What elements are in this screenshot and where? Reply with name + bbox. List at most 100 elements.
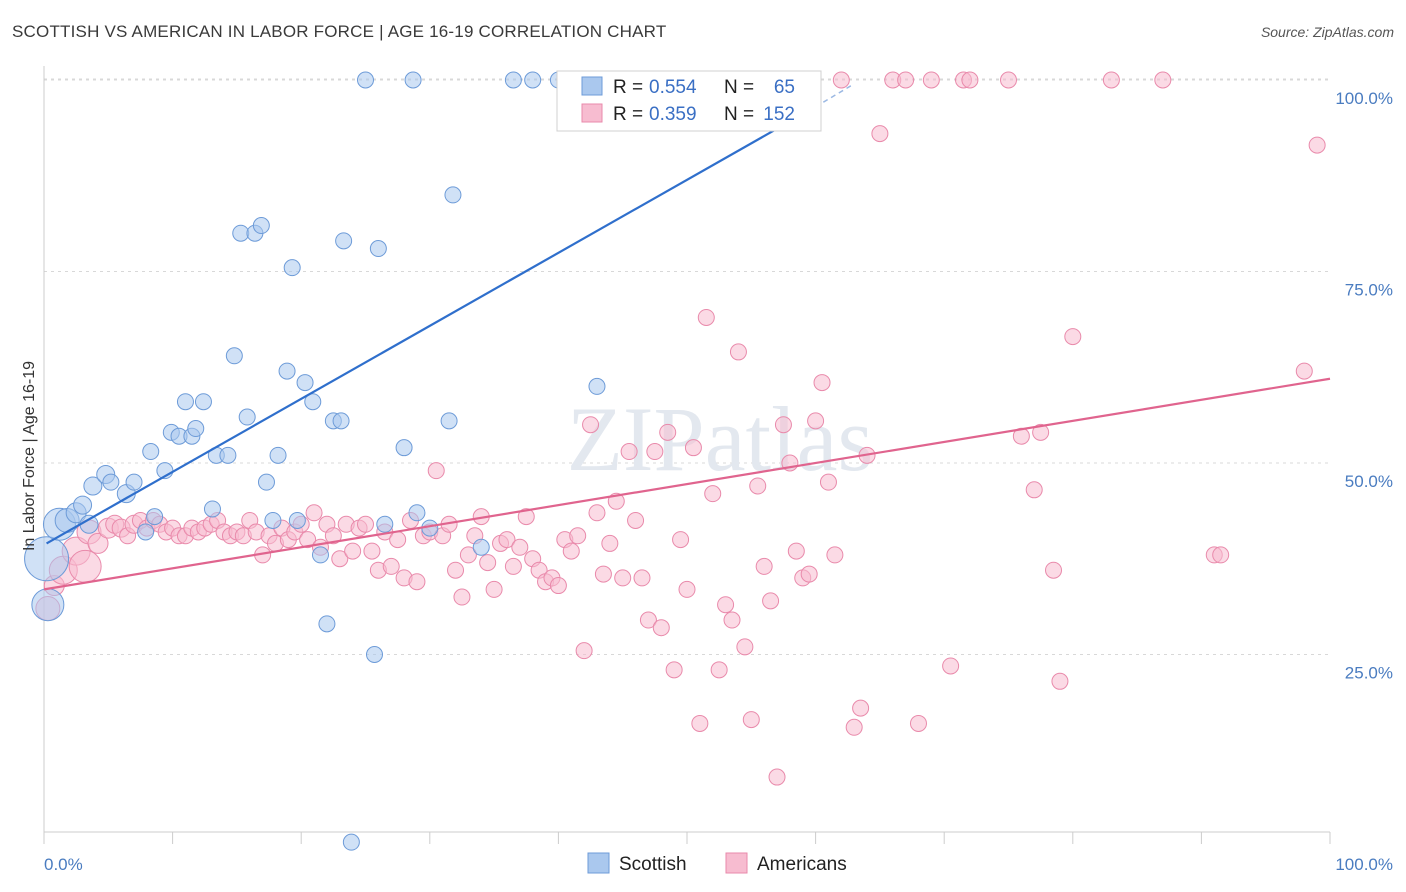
scottish-point-30 [257,473,275,491]
american-point-91 [639,611,657,629]
american-point-94 [659,423,677,441]
american-point-72 [517,508,535,526]
bottom-legend-label-americans: Americans [757,854,847,875]
grid-lines [44,78,1330,655]
american-point-144 [1295,362,1313,380]
american-point-83 [588,504,606,522]
american-point-110 [762,592,780,610]
trend-line-scottish-extension [815,83,855,108]
american-point-145 [1308,136,1326,154]
scottish-point-42 [335,232,353,250]
scottish-point-14 [146,508,164,526]
american-point-112 [774,416,792,434]
scottish-point-31 [264,511,282,529]
american-point-114 [787,542,805,560]
scottish-point-39 [318,615,336,633]
american-point-88 [620,443,638,461]
american-point-125 [871,125,889,143]
bottom-legend-swatch-americans [725,852,748,874]
trend-line-americans [43,377,1331,591]
scottish-point-55 [504,71,522,89]
american-point-128 [909,714,927,732]
american-point-138 [1051,672,1069,690]
american-point-45 [344,542,362,560]
scottish-point-11 [125,473,143,491]
legend-r-label-americans: R = [613,104,643,125]
american-point-121 [832,71,850,89]
trend-line-scottish [46,105,817,545]
american-point-79 [562,542,580,560]
scottish-point-25 [225,347,243,365]
scottish-point-13 [142,443,160,461]
legend-n-label-americans: N = [724,104,754,125]
american-point-66 [479,554,497,572]
scottish-point-0 [24,536,70,582]
american-point-109 [755,557,773,575]
chart-title: SCOTTISH VS AMERICAN IN LABOR FORCE | AG… [12,22,667,41]
legend-n-label-scottish: N = [724,77,754,98]
scottish-point-29 [252,217,270,235]
american-point-120 [826,546,844,564]
american-point-118 [813,374,831,392]
scottish-point-6 [79,514,99,534]
scottish-point-47 [376,515,394,533]
scottish-point-45 [366,646,384,663]
american-point-107 [742,711,760,729]
series-americans-points [35,71,1326,786]
scottish-point-34 [283,259,301,277]
american-point-4 [68,549,102,583]
american-point-102 [710,661,728,679]
scottish-point-1 [31,588,65,622]
american-point-67 [485,580,503,598]
scottish-point-54 [472,538,490,556]
scottish-point-12 [137,523,155,541]
american-point-129 [922,71,940,89]
american-point-116 [800,565,818,583]
scottish-point-5 [73,495,93,515]
american-point-106 [736,638,754,656]
scottish-point-32 [269,446,287,464]
american-point-101 [704,485,722,503]
american-point-63 [459,546,477,564]
american-point-123 [852,699,870,717]
american-point-82 [582,416,600,434]
american-point-87 [614,569,632,587]
legend-r-value-scottish: 0.554 [649,77,697,98]
scottish-point-58 [588,377,606,395]
american-point-95 [665,661,683,679]
scottish-point-43 [342,833,360,851]
american-point-119 [819,473,837,491]
american-point-98 [684,439,702,457]
trend-lines [43,83,1331,591]
series-scottish-points [24,71,606,851]
scottish-point-41 [332,412,350,430]
axes [43,66,1331,844]
american-point-43 [331,550,349,568]
american-point-105 [729,343,747,361]
american-point-39 [305,504,323,522]
scottish-point-53 [444,186,462,204]
scottish-point-44 [357,71,374,89]
scottish-point-7 [83,476,103,496]
scottish-point-27 [238,408,256,426]
american-point-71 [511,538,529,556]
american-point-137 [1045,561,1063,579]
american-point-38 [299,531,317,549]
scottish-point-33 [278,362,296,380]
legend-swatch-scottish [581,76,603,96]
american-point-99 [691,714,709,732]
scottish-point-50 [408,504,426,522]
american-point-61 [447,561,465,579]
american-point-85 [601,534,619,552]
american-point-130 [942,657,960,675]
american-point-42 [324,527,342,545]
american-point-127 [897,71,915,89]
american-point-51 [382,557,400,575]
y-tick-label-100: 100.0% [1335,89,1393,108]
american-point-100 [697,308,715,326]
american-point-117 [807,412,825,430]
american-point-69 [498,531,516,549]
scottish-point-37 [304,393,322,411]
american-point-48 [363,542,381,560]
